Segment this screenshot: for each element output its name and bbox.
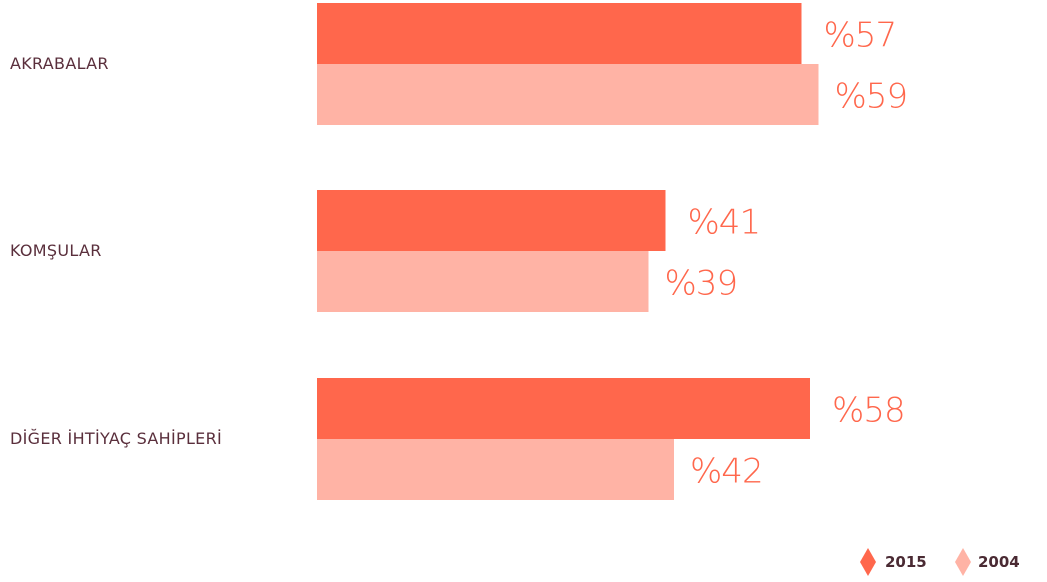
value-label-2015: %57 <box>824 16 897 56</box>
category-label: KOMŞULAR <box>10 241 102 260</box>
value-labels: %57 %59 %41 %39 %58 %42 <box>665 16 909 492</box>
legend-swatch-2004 <box>955 548 971 576</box>
legend-swatch-2015 <box>860 548 876 576</box>
bar-2015 <box>317 3 802 64</box>
value-label-2004: %59 <box>835 77 908 117</box>
legend-label-2015: 2015 <box>885 553 927 571</box>
value-label-2004: %42 <box>690 452 763 492</box>
value-label-2015: %41 <box>688 203 761 243</box>
category-label: AKRABALAR <box>10 54 109 73</box>
bar-2015 <box>317 190 666 251</box>
bar-2004 <box>317 251 649 312</box>
bars <box>317 3 819 500</box>
legend-label-2004: 2004 <box>978 553 1020 571</box>
legend: 2015 2004 <box>860 548 1020 576</box>
bar-2004 <box>317 439 674 500</box>
value-label-2004: %39 <box>665 264 738 304</box>
bar-2004 <box>317 64 819 125</box>
category-label: DİĞER İHTİYAÇ SAHİPLERİ <box>10 429 222 448</box>
bar-2015 <box>317 378 810 439</box>
category-labels: AKRABALAR KOMŞULAR DİĞER İHTİYAÇ SAHİPLERİ <box>10 54 222 448</box>
value-label-2015: %58 <box>832 391 905 431</box>
